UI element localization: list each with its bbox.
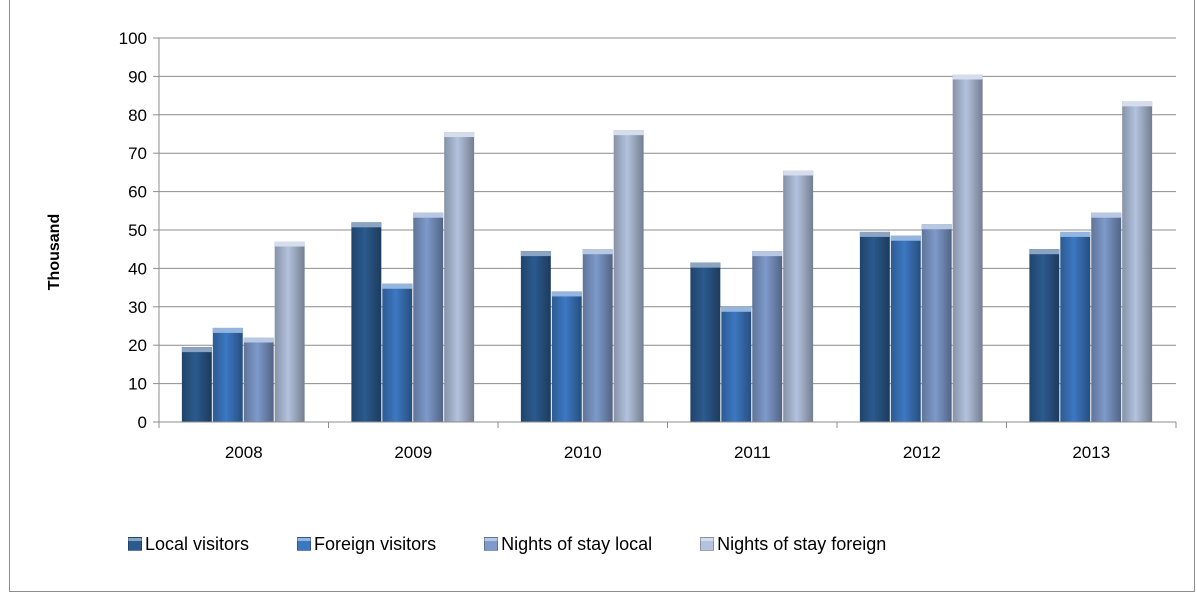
y-axis-label: Thousand: [46, 214, 63, 290]
y-tick-label: 90: [128, 67, 147, 86]
bar-cap: [181, 347, 212, 353]
legend-swatch: [128, 537, 142, 551]
bar: [551, 291, 582, 422]
bar: [890, 235, 921, 422]
x-tick-label: 2010: [564, 443, 602, 462]
bar-cap: [1122, 101, 1153, 107]
bar: [783, 170, 814, 422]
y-tick-label: 100: [119, 29, 147, 48]
legend: Local visitors Foreign visitors Nights of …: [128, 533, 1128, 555]
y-tick-label: 60: [128, 183, 147, 202]
legend-item: Local visitors: [128, 534, 249, 555]
y-tick-label: 30: [128, 298, 147, 317]
bar-cap: [752, 251, 783, 257]
bar: [212, 327, 243, 422]
x-tick-label: 2008: [225, 443, 263, 462]
bar: [1122, 101, 1153, 423]
bar-cap: [382, 283, 413, 289]
x-tick-label: 2013: [1072, 443, 1110, 462]
bar-cap: [613, 130, 644, 136]
bar: [921, 224, 952, 422]
bar-cap: [721, 306, 752, 312]
y-tick-label: 0: [138, 413, 147, 432]
bar: [690, 262, 721, 422]
y-tick-label: 50: [128, 221, 147, 240]
bar: [1060, 231, 1091, 422]
y-tick-label: 20: [128, 336, 147, 355]
bar: [752, 251, 783, 422]
y-tick-labels: 0 10 20 30 40 50 60 70 80 90 100: [119, 29, 147, 432]
y-tick-label: 10: [128, 375, 147, 394]
bar: [520, 251, 551, 422]
bar-cap: [690, 262, 721, 268]
bar: [444, 132, 475, 422]
legend-item: Nights of stay local: [484, 534, 652, 555]
x-tick-label: 2011: [734, 443, 771, 462]
legend-label: Foreign visitors: [314, 533, 437, 554]
bar: [382, 283, 413, 422]
gridlines: [159, 37, 1176, 423]
y-tick-label: 80: [128, 106, 147, 125]
bar: [413, 212, 444, 422]
legend-item: Foreign visitors: [297, 534, 436, 555]
legend-label: Nights of stay foreign: [717, 533, 887, 554]
bar-cap: [921, 224, 952, 230]
axes: [153, 37, 1177, 428]
bar: [952, 74, 983, 422]
bar: [613, 130, 644, 422]
bars: [181, 74, 1153, 423]
bar: [274, 241, 305, 422]
x-tick-label: 2012: [903, 443, 941, 462]
legend-swatch: [484, 537, 499, 551]
bar-cap: [444, 132, 475, 138]
bar: [1091, 212, 1122, 422]
bar-cap: [413, 212, 444, 218]
bar-cap: [890, 235, 921, 241]
bar: [1029, 249, 1060, 422]
x-tick-label: 2009: [394, 443, 432, 462]
legend-item: Nights of stay foreign: [700, 534, 886, 555]
bar-cap: [859, 231, 890, 237]
bar: [181, 347, 212, 422]
legend-swatch: [297, 537, 312, 551]
bar: [721, 306, 752, 422]
bar: [582, 249, 613, 422]
bar: [859, 231, 890, 422]
bar-cap: [243, 337, 274, 343]
bar-cap: [1091, 212, 1122, 218]
y-tick-label: 40: [128, 259, 147, 278]
x-tick-labels: 2008 2009 2010 2011 2012 2013: [225, 443, 1110, 462]
y-tick-label: 70: [128, 144, 147, 163]
bar-cap: [274, 241, 305, 247]
bar-cap: [212, 327, 243, 333]
bar-cap: [520, 251, 551, 257]
bar-cap: [783, 170, 814, 176]
bar-cap: [351, 222, 382, 228]
bar: [351, 222, 382, 422]
legend-label: Local visitors: [145, 533, 250, 554]
bar-cap: [952, 74, 983, 80]
bar-cap: [1029, 249, 1060, 255]
legend-swatch: [700, 537, 715, 551]
bar-cap: [551, 291, 582, 297]
bar-cap: [1060, 231, 1091, 237]
legend-label: Nights of stay local: [501, 533, 653, 554]
bar: [243, 337, 274, 422]
bar-cap: [582, 249, 613, 255]
